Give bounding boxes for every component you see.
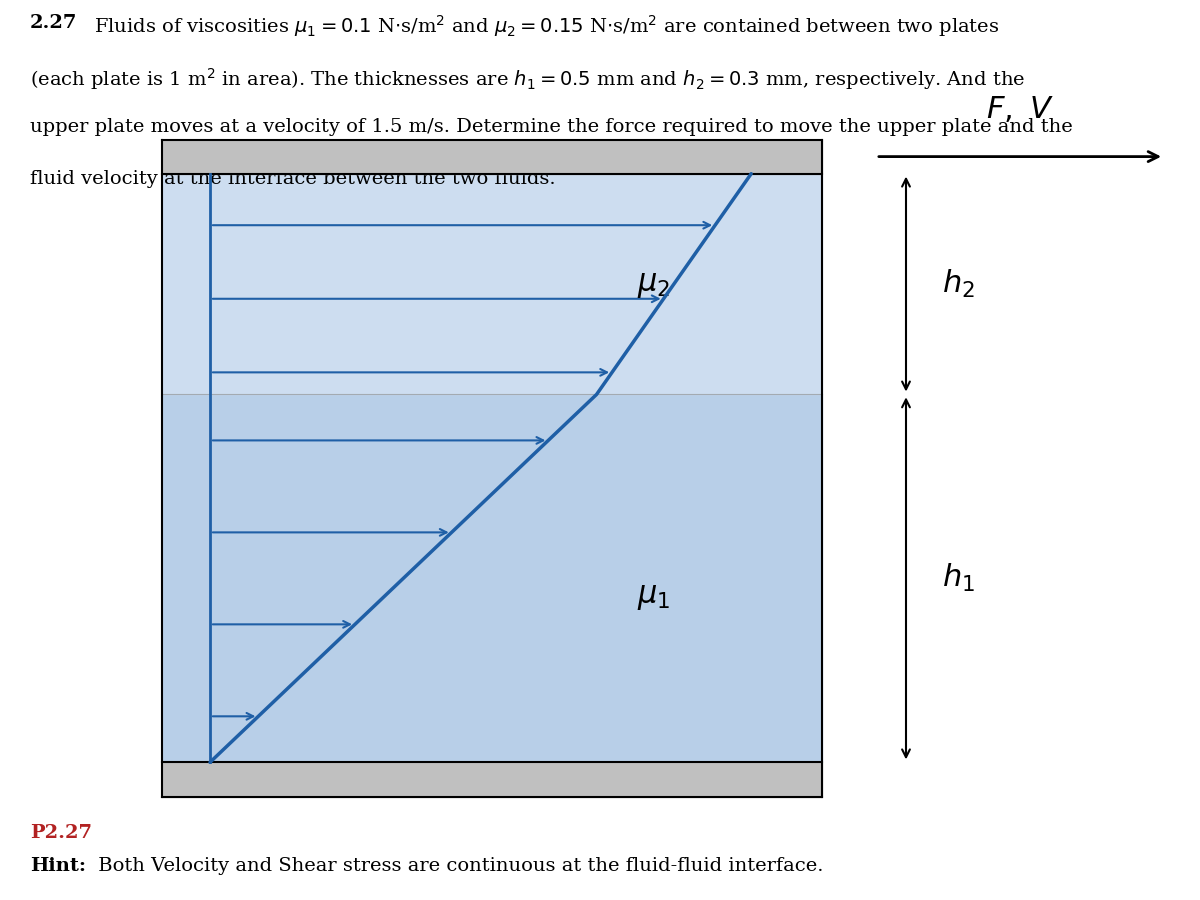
- Bar: [162, 394, 822, 762]
- Text: Fluids of viscosities $\mu_1 = 0.1$ N$\cdot$s/m$^2$ and $\mu_2 = 0.15$ N$\cdot$s: Fluids of viscosities $\mu_1 = 0.1$ N$\c…: [88, 14, 998, 40]
- Bar: [162, 174, 822, 394]
- Text: Both Velocity and Shear stress are continuous at the fluid-fluid interface.: Both Velocity and Shear stress are conti…: [92, 857, 824, 875]
- Text: $\mu_1$: $\mu_1$: [637, 580, 671, 612]
- Text: fluid velocity at the interface between the two fluids.: fluid velocity at the interface between …: [30, 170, 556, 188]
- Text: $\mu_2$: $\mu_2$: [637, 268, 671, 300]
- Text: upper plate moves at a velocity of 1.5 m/s. Determine the force required to move: upper plate moves at a velocity of 1.5 m…: [30, 118, 1073, 136]
- Text: Hint:: Hint:: [30, 857, 86, 875]
- Text: P2.27: P2.27: [30, 824, 92, 842]
- Bar: [162, 762, 822, 796]
- Text: $h_2$: $h_2$: [942, 268, 974, 300]
- Text: 2.27: 2.27: [30, 14, 77, 32]
- Text: (each plate is 1 m$^2$ in area). The thicknesses are $h_1 = 0.5$ mm and $h_2 = 0: (each plate is 1 m$^2$ in area). The thi…: [30, 66, 1025, 92]
- Text: $F,\ V$: $F,\ V$: [986, 94, 1054, 125]
- Text: $h_1$: $h_1$: [942, 562, 974, 594]
- Bar: [162, 140, 822, 174]
